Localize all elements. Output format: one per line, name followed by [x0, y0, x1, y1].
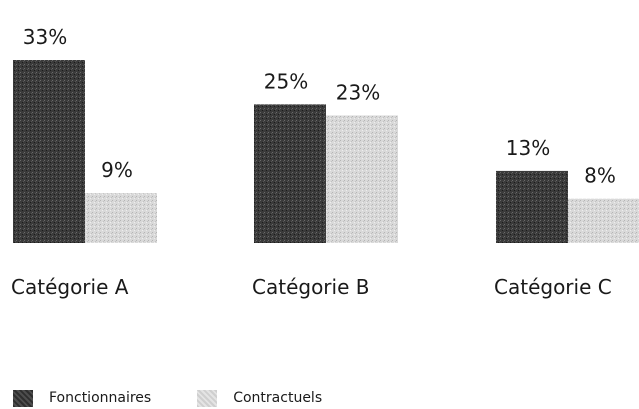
value-label-fonctionnaires-categorie-a: 33%	[23, 25, 67, 49]
legend-label-contractuels: Contractuels	[233, 390, 322, 406]
value-label-contractuels-categorie-c: 8%	[584, 164, 616, 188]
legend-swatch-contractuels	[197, 390, 217, 407]
value-label-fonctionnaires-categorie-c: 13%	[506, 136, 550, 160]
bar-contractuels-categorie-b	[326, 115, 398, 243]
bar-fonctionnaires-categorie-a	[13, 60, 85, 243]
bar-fonctionnaires-categorie-b	[254, 104, 326, 243]
bar-contractuels-categorie-c	[568, 199, 639, 243]
value-label-fonctionnaires-categorie-b: 25%	[264, 69, 308, 93]
legend-label-fonctionnaires: Fonctionnaires	[49, 390, 151, 406]
category-label-categorie-c: Catégorie C	[494, 275, 612, 299]
category-label-categorie-b: Catégorie B	[252, 275, 369, 299]
legend-item-fonctionnaires: Fonctionnaires	[13, 390, 151, 407]
bar-fonctionnaires-categorie-c	[496, 171, 568, 243]
bar-contractuels-categorie-a	[85, 193, 157, 243]
legend-swatch-fonctionnaires	[13, 390, 33, 407]
value-label-contractuels-categorie-a: 9%	[101, 158, 133, 182]
legend-item-contractuels: Contractuels	[197, 390, 322, 407]
legend: Fonctionnaires Contractuels	[13, 387, 368, 409]
category-label-categorie-a: Catégorie A	[11, 275, 129, 299]
value-label-contractuels-categorie-b: 23%	[336, 80, 380, 104]
